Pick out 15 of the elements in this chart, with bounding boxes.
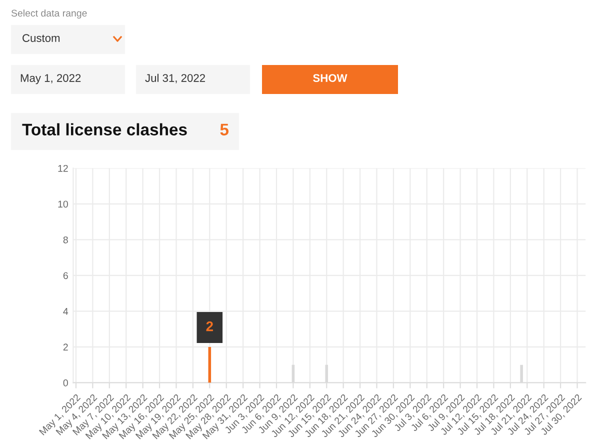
y-tick-label: 0 <box>63 379 68 386</box>
y-tick-label: 2 <box>63 344 68 350</box>
annotation: 2 <box>206 321 213 332</box>
text: Jul 31, 2022 <box>145 74 205 84</box>
y-tick-label: 12 <box>58 164 68 172</box>
text: May 1, 2022 <box>20 74 81 84</box>
y-tick-label: 10 <box>58 200 68 208</box>
text: Select data range <box>11 9 87 19</box>
text: Total license clashes <box>22 123 187 136</box>
text: Custom <box>22 34 60 42</box>
text: SHOW <box>313 74 348 82</box>
y-tick-label: 8 <box>63 236 68 244</box>
y-tick-label: 6 <box>63 272 68 280</box>
text: 5 <box>220 124 229 136</box>
y-tick-label: 4 <box>63 308 68 315</box>
